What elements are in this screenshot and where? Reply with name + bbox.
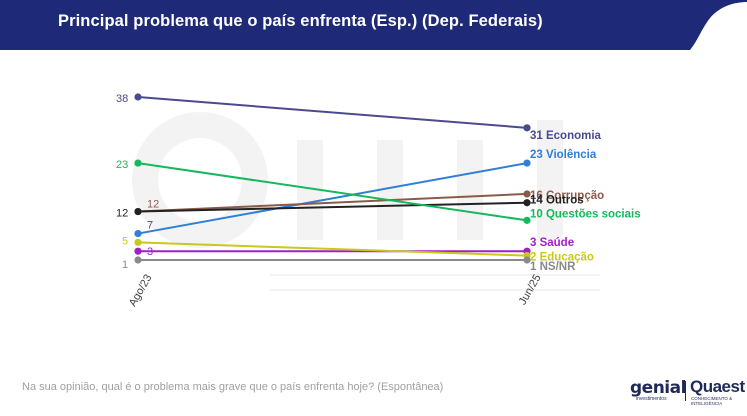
header-shape (0, 0, 747, 50)
series-line-economia (137, 96, 528, 129)
end-label-economia: 31 Economia (530, 130, 602, 142)
end-label-ns-nr: 1 NS/NR (530, 261, 576, 273)
data-point-corrup-o-1 (523, 190, 531, 198)
end-label-sa-de: 3 Saúde (530, 237, 574, 249)
end-label-outros: 14 Outros (530, 195, 584, 207)
header-banner: Principal problema que o país enfrenta (… (0, 0, 747, 50)
series-line-educa-o (137, 241, 528, 257)
data-point-viol-ncia-1 (523, 159, 531, 167)
start-label-outros: 12 (116, 208, 128, 220)
start-label-quest-es-sociais: 23 (116, 159, 128, 171)
page-title: Principal problema que o país enfrenta (… (58, 12, 543, 30)
x-tick-label-ago-23: Ago/23 (127, 273, 155, 309)
start-label-educa-o: 5 (122, 235, 128, 247)
data-point-outros-1 (523, 199, 531, 207)
start-label-ns-nr: 1 (122, 259, 128, 271)
start-label-corrup-o: 12 (147, 199, 159, 211)
x-tick-label-jun-25: Jun/25 (517, 273, 544, 308)
data-point-economia-1 (523, 124, 531, 132)
genial-logo: genial (630, 378, 686, 398)
header-background (0, 0, 747, 50)
genial-logo-subtitle: investimentos (636, 396, 667, 402)
data-point-quest-es-sociais-0 (134, 159, 142, 167)
data-point-ns-nr-1 (523, 256, 531, 264)
data-point-outros-0 (134, 207, 142, 216)
quaest-logo-subtitle: CONHECIMENTO & INTELIGÊNCIA (691, 396, 733, 406)
data-point-viol-ncia-0 (134, 229, 142, 238)
series-line-corrup-o (137, 192, 528, 213)
start-label-viol-ncia: 7 (147, 220, 153, 232)
data-point-ns-nr-0 (134, 256, 142, 264)
series-line-outros (137, 201, 528, 213)
end-label-quest-es-sociais: 10 Questões sociais (530, 208, 641, 220)
series-line-viol-ncia (137, 162, 528, 235)
end-label-educa-o: 2 Educação (530, 252, 594, 264)
end-label-corrup-o: 16 Corrupção (530, 190, 604, 202)
data-point-economia-0 (134, 93, 142, 101)
brand-logos: genial investimentos Quaest CONHECIMENTO… (630, 377, 745, 406)
series-line-quest-es-sociais (137, 162, 528, 222)
quaest-logo: Quaest (690, 377, 745, 396)
end-label-viol-ncia: 23 Violência (530, 149, 597, 161)
data-point-quest-es-sociais-1 (523, 216, 531, 224)
start-label-sa-de: 3 (147, 246, 153, 258)
logo-divider (685, 381, 686, 401)
data-point-educa-o-0 (134, 238, 142, 246)
footnote-question: Na sua opinião, qual é o problema mais g… (22, 381, 444, 393)
start-label-economia: 38 (116, 93, 128, 105)
data-point-sa-de-0 (134, 247, 142, 255)
